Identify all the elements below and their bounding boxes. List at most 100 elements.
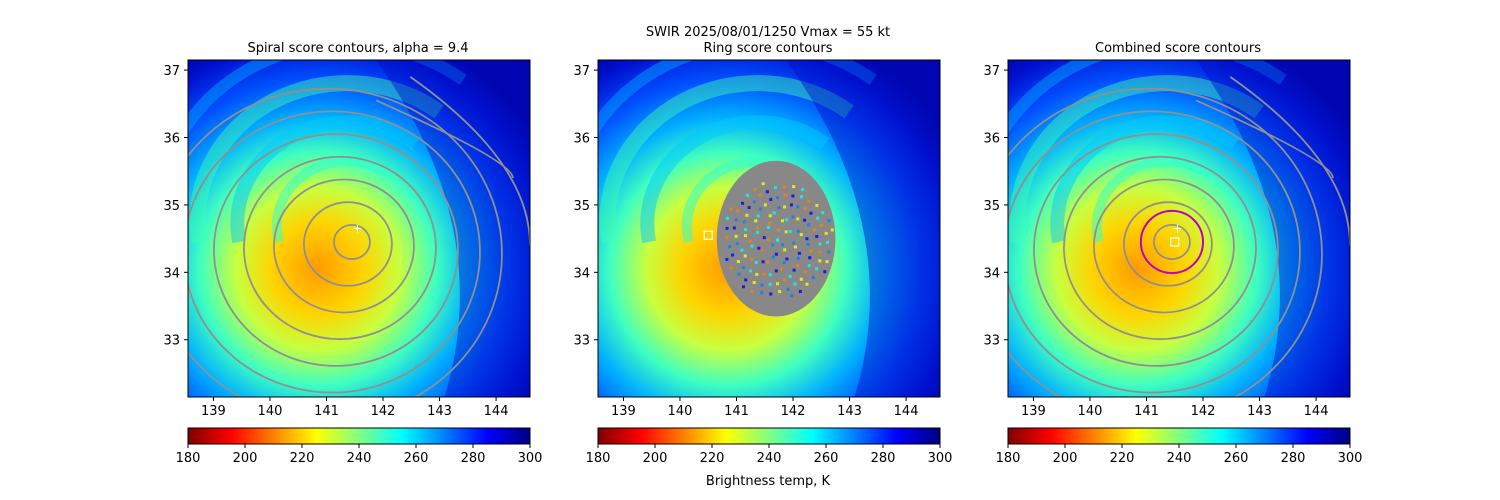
ring-speckle	[743, 227, 747, 231]
colorbar-tick-label: 300	[518, 451, 543, 466]
score-contour	[213, 133, 459, 367]
ring-speckle	[824, 231, 828, 235]
ring-speckle	[768, 282, 772, 286]
center-plus-marker: +	[1173, 222, 1183, 236]
ring-speckle	[756, 214, 760, 218]
colorbar	[187, 427, 531, 445]
x-tick-label: 143	[837, 404, 862, 419]
ring-speckle	[760, 283, 764, 287]
colorbar-tick-label: 260	[814, 451, 839, 466]
ring-speckle	[767, 222, 771, 226]
ring-speckle	[732, 226, 736, 230]
cloud-band	[1091, 156, 1215, 244]
score-contour	[1008, 87, 1323, 397]
ring-speckle	[807, 199, 811, 203]
panel-title: Ring score contours	[703, 41, 832, 56]
ring-speckle	[796, 256, 800, 260]
ring-speckle	[777, 206, 781, 210]
y-tick-label: 36	[573, 132, 590, 147]
ring-speckle	[754, 219, 758, 223]
ring-speckle	[792, 241, 796, 245]
cloud-band	[1009, 75, 1264, 244]
ring-speckle	[796, 205, 800, 209]
axes-frame	[1007, 59, 1351, 398]
ring-speckle	[753, 188, 757, 192]
x-tick-label: 141	[314, 404, 339, 419]
ring-speckle	[743, 254, 747, 258]
ring-speckle	[793, 282, 797, 286]
ring-speckle	[821, 211, 825, 215]
ring-speckle	[818, 259, 822, 263]
x-tick-label: 144	[894, 404, 919, 419]
ring-speckle	[760, 291, 764, 295]
ring-speckle	[820, 224, 824, 228]
score-contour	[1008, 110, 1301, 394]
ring-speckle	[736, 260, 740, 264]
ring-speckle	[792, 185, 796, 189]
cloud-band	[598, 60, 877, 135]
x-tick-label: 143	[427, 404, 452, 419]
y-tick-label: 35	[163, 199, 180, 214]
ring-speckle	[750, 244, 754, 248]
score-contour	[188, 87, 503, 397]
ring-speckle	[755, 226, 759, 230]
ring-speckle	[737, 272, 741, 276]
ring-speckle	[744, 278, 748, 282]
ring-speckle	[812, 228, 816, 232]
ring-speckle	[825, 260, 829, 264]
ring-speckle	[758, 193, 762, 197]
ring-speckle	[761, 248, 765, 252]
center-square-marker	[703, 230, 713, 240]
y-tick-label: 36	[163, 132, 180, 147]
panel-title: Combined score contours	[1095, 41, 1261, 56]
score-contour	[243, 155, 437, 341]
ring-speckle	[750, 289, 754, 293]
ring-speckle	[766, 226, 770, 230]
ring-speckle	[735, 242, 739, 246]
x-tick-label: 139	[611, 404, 636, 419]
x-tick-label: 142	[1191, 404, 1216, 419]
cloud-band	[1008, 60, 1287, 135]
x-tick-label: 140	[668, 404, 693, 419]
score-contour	[1153, 223, 1191, 260]
ring-speckle	[805, 237, 809, 241]
ring-speckle	[776, 238, 780, 242]
ring-speckle	[790, 294, 794, 298]
ring-speckle	[785, 218, 789, 222]
ring-speckle	[782, 278, 786, 282]
ring-speckle	[766, 260, 770, 264]
colorbar-tick-label: 220	[700, 451, 725, 466]
panel-ring: Ring score contours 139 140 141 142 143 144 33…	[573, 41, 952, 489]
ring-speckle	[776, 196, 780, 200]
score-contour	[375, 99, 514, 179]
ring-speckle	[778, 290, 782, 294]
ring-speckle	[747, 206, 751, 210]
cloud-band	[640, 115, 830, 244]
score-contour	[188, 110, 481, 394]
ring-speckle	[791, 215, 795, 219]
figure-suptitle: SWIR 2025/08/01/1250 Vmax = 55 kt	[646, 25, 890, 40]
ring-speckle	[741, 201, 745, 205]
y-tick-label: 33	[983, 334, 1000, 349]
ring-speckle	[761, 260, 765, 264]
colorbar-tick-label: 240	[757, 451, 782, 466]
y-tick-label: 37	[573, 64, 590, 79]
ring-speckle	[776, 282, 780, 286]
x-tick-label: 140	[1078, 404, 1103, 419]
ring-speckle	[725, 216, 729, 220]
ring-speckle	[725, 226, 729, 230]
colorbar-tick-label: 240	[1167, 451, 1192, 466]
ring-speckle	[755, 272, 759, 276]
score-contour	[1123, 201, 1213, 287]
ring-speckle	[750, 257, 754, 261]
ring-speckle	[793, 245, 797, 249]
ring-speckle	[806, 242, 810, 246]
colorbar	[1007, 427, 1351, 445]
ring-speckle	[788, 230, 792, 234]
ring-speckle	[769, 292, 773, 296]
ring-speckle	[772, 211, 776, 215]
x-tick-label: 144	[484, 404, 509, 419]
colorbar-tick-label: 300	[1338, 451, 1363, 466]
ring-speckle	[782, 260, 786, 264]
